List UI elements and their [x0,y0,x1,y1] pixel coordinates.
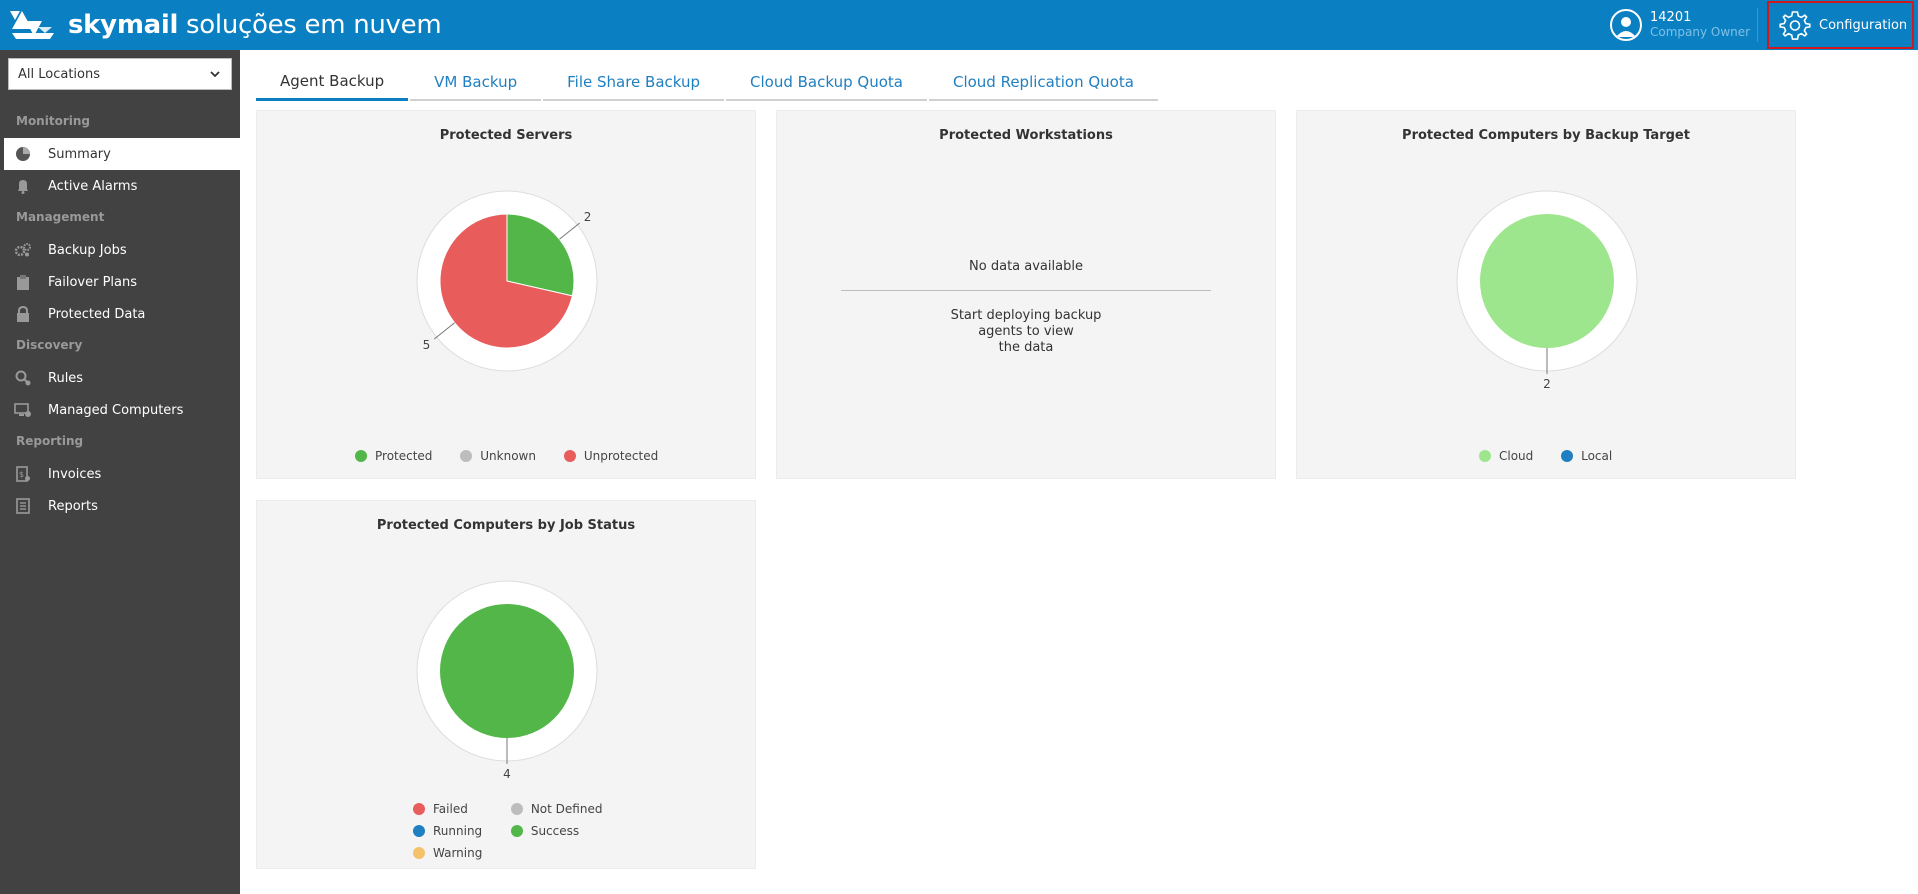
legend-item-cloud[interactable]: Cloud [1479,449,1533,463]
panel-title: Protected Servers [439,128,573,143]
pie-data-label: 2 [584,210,592,224]
sidebar-item-protected-data[interactable]: Protected Data [0,298,240,330]
sidebar-item-active-alarms[interactable]: Active Alarms [0,170,240,202]
user-id: 14201 [1650,10,1692,25]
pie-data-label: 4 [503,767,511,781]
legend-item-not-defined[interactable]: Not Defined [510,799,602,819]
deploy-hint: Start deploying backup agents to view th… [950,308,1102,355]
pie-slice-protected [506,213,575,297]
legend-item-failed[interactable]: Failed [413,799,507,819]
legend-item-warning[interactable]: Warning [413,843,482,863]
legend-item-unprotected[interactable]: Unprotected [563,449,658,463]
sidebar-item-invoices[interactable]: $ Invoices [0,458,240,490]
invoice-icon: $ [14,465,32,483]
pie-slice-unprotected [439,213,573,349]
skymail-logo-icon [10,11,54,39]
panel-title: Protected Computers by Job Status [376,518,636,533]
protected-servers-pie-chart: 25 [416,190,598,372]
sidebar-item-managed-computers[interactable]: Managed Computers [0,394,240,426]
legend-item-unknown[interactable]: Unknown [460,449,536,463]
divider [841,290,1211,291]
pie-leader-line [433,322,455,340]
backup-type-tabs: Agent Backup VM Backup File Share Backup… [256,64,1160,101]
brand-name: skymail soluções em nuvem [68,10,442,40]
panel-title: Protected Computers by Backup Target [1402,128,1690,143]
sidebar-item-rules[interactable]: Rules [0,362,240,394]
pie-chart-icon [14,145,32,163]
backup-target-panel: Protected Computers by Backup Target 2 C… [1296,110,1796,479]
top-header: skymail soluções em nuvem 14201 Company … [0,0,1918,50]
sidebar-item-reports[interactable]: Reports [0,490,240,522]
protected-workstations-panel: Protected Workstations No data available… [776,110,1276,479]
chart-legend: Cloud Local [1479,449,1636,465]
section-discovery: Discovery [16,338,83,352]
sidebar: All Locations Monitoring Summary Active … [0,50,241,894]
chevron-down-icon [210,71,220,78]
pie-data-label: 2 [1543,377,1551,391]
location-select[interactable]: All Locations [8,58,232,90]
clipboard-icon [14,273,32,291]
gear-cluster-icon [14,241,32,259]
tab-agent-backup[interactable]: Agent Backup [256,64,409,101]
section-management: Management [16,210,105,224]
tab-file-share-backup[interactable]: File Share Backup [543,64,725,101]
svg-text:$: $ [19,470,24,479]
job-status-panel: Protected Computers by Job Status 4 Fail… [256,500,756,869]
pie-data-label: 5 [423,338,431,352]
user-avatar-icon [1610,9,1642,41]
bell-icon [14,177,32,195]
backup-target-pie-chart: 2 [1456,190,1638,391]
section-monitoring: Monitoring [16,114,90,128]
lock-icon [14,305,32,323]
chart-legend: Failed Not Defined Running Success Warni… [413,799,633,865]
sidebar-item-summary[interactable]: Summary [4,138,241,170]
user-role: Company Owner [1650,25,1751,39]
pie-slice-success [440,604,574,738]
pie-slice-cloud [1480,214,1614,348]
legend-item-protected[interactable]: Protected [355,449,432,463]
gear-icon [1779,11,1811,40]
configuration-button[interactable]: Configuration [1767,1,1914,49]
panel-title: Protected Workstations [939,128,1113,143]
user-menu[interactable]: 14201 Company Owner [1610,8,1750,42]
tab-vm-backup[interactable]: VM Backup [410,64,542,101]
legend-item-local[interactable]: Local [1561,449,1612,463]
legend-item-success[interactable]: Success [510,821,579,841]
legend-item-running[interactable]: Running [413,821,507,841]
search-gear-icon [14,369,32,387]
job-status-pie-chart: 4 [416,580,598,781]
sidebar-item-backup-jobs[interactable]: Backup Jobs [0,234,240,266]
computer-gear-icon [14,401,32,419]
section-reporting: Reporting [16,434,84,448]
pie-leader-line [559,222,581,240]
chart-legend: Protected Unknown Unprotected [355,449,682,465]
sidebar-item-failover-plans[interactable]: Failover Plans [0,266,240,298]
no-data-message: No data available [969,259,1083,274]
tab-cloud-replication-quota[interactable]: Cloud Replication Quota [928,64,1158,101]
header-divider [1757,8,1758,42]
report-icon [14,497,32,515]
tab-cloud-backup-quota[interactable]: Cloud Backup Quota [726,64,927,101]
